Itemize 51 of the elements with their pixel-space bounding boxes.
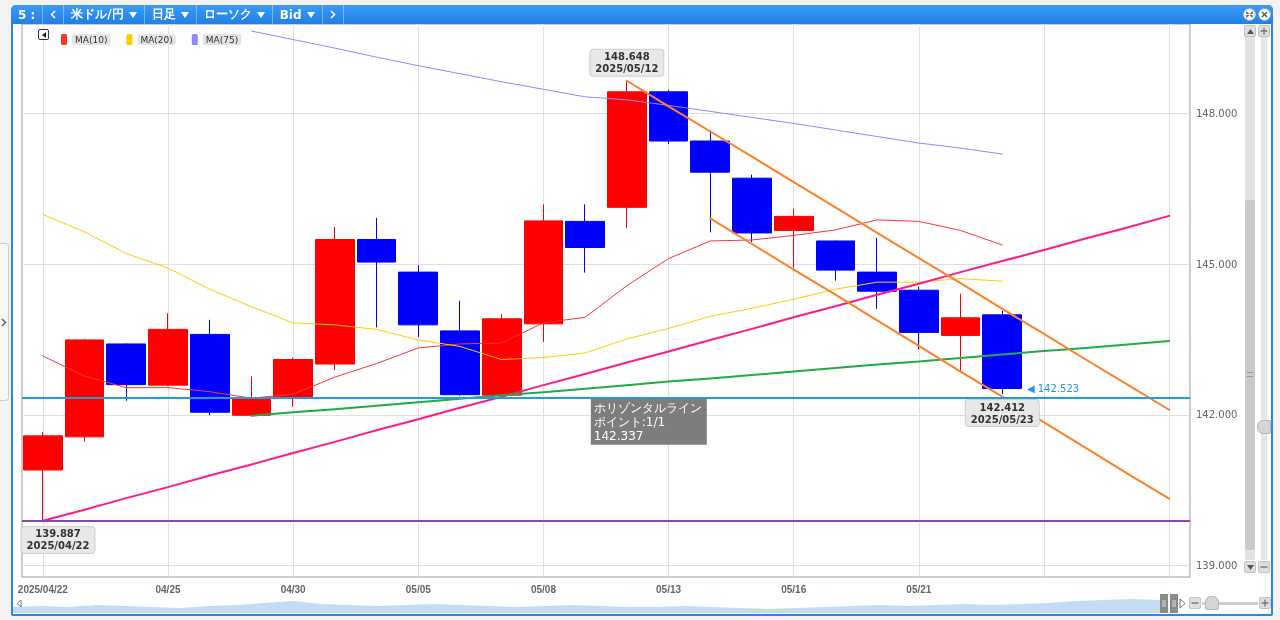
x-tick-label: 04/25 [155, 583, 181, 595]
candlestick [941, 293, 980, 373]
candlestick [732, 174, 772, 243]
x-tick-label: 05/16 [781, 583, 807, 595]
x-tick-label: 05/21 [906, 583, 932, 595]
candlestick [65, 338, 104, 442]
y-tick-label: 148.000 [1196, 107, 1238, 119]
candlestick [315, 226, 355, 371]
candlestick [524, 203, 563, 343]
annotation: ◀ 142.523 [1026, 383, 1080, 394]
line-series [250, 30, 1003, 155]
legend-label: MA(10) [75, 34, 108, 45]
candlestick [106, 342, 146, 402]
annotation: 139.887 2025/04/22 [26, 528, 90, 552]
legend-label: MA(75) [205, 34, 239, 45]
line-series [42, 213, 1003, 361]
candlestick [232, 376, 271, 417]
candlestick [482, 313, 522, 397]
x-tick-label: 2025/04/22 [17, 583, 69, 595]
candlestick [398, 264, 438, 338]
candlestick [857, 237, 897, 310]
candlestick [607, 80, 647, 229]
chart-title: 米ドル/円 [71, 6, 124, 23]
x-tick-label: 05/13 [656, 583, 682, 595]
candlestick [148, 312, 188, 387]
candlestick [565, 203, 605, 274]
candlestick [649, 89, 688, 145]
candlestick [899, 286, 939, 350]
line-series [250, 339, 1171, 417]
y-tick-label: 139.000 [1196, 559, 1238, 571]
candlestick [23, 431, 63, 522]
line-series [41, 214, 1171, 522]
annotation: 142.412 2025/05/23 [970, 401, 1034, 425]
line-series [709, 217, 1171, 500]
y-tick-label: 145.000 [1196, 258, 1238, 270]
candlestick [982, 310, 1022, 395]
x-tick-label: 05/05 [405, 583, 432, 595]
candlestick [190, 319, 230, 416]
legend-label: MA(20) [140, 34, 173, 45]
x-tick-label: 04/30 [280, 583, 307, 595]
annotation: 148.648 2025/05/12 [595, 51, 659, 75]
candlestick [440, 300, 480, 397]
candlestick [273, 357, 313, 408]
x-tick-label: 05/08 [530, 583, 557, 595]
y-tick-label: 142.000 [1196, 409, 1238, 421]
candlestick [357, 217, 396, 328]
candlestick [774, 208, 814, 269]
ref-line-label: ホリゾンタルラインポイント:1/1 142.337 [593, 400, 702, 443]
line-series [42, 219, 1003, 399]
toolbar: 5 : 米ドル/円 日足 ローソク Bid [11, 5, 1273, 24]
candlestick [816, 239, 855, 282]
